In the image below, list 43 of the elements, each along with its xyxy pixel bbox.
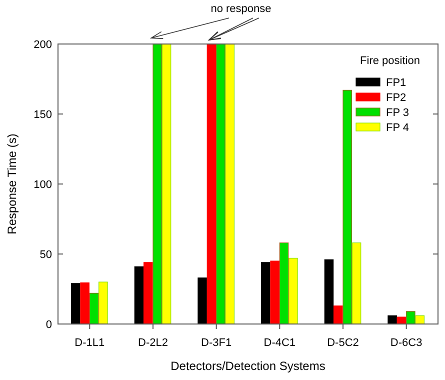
bar	[415, 315, 424, 324]
bar	[162, 44, 172, 324]
bar	[270, 260, 280, 324]
x-tick-label: D-3F1	[201, 337, 232, 349]
legend-label: FP1	[386, 76, 406, 89]
bar	[261, 262, 270, 324]
x-tick-label: D-5C2	[327, 337, 359, 349]
bar	[134, 266, 144, 324]
x-tick-label: D-4C1	[264, 337, 296, 349]
x-tick-label: D-1L1	[74, 337, 105, 349]
y-tick-label: 150	[34, 108, 52, 121]
bar	[144, 262, 153, 324]
text: no response	[210, 3, 272, 15]
bar	[334, 306, 343, 324]
bar	[388, 315, 397, 324]
bar	[71, 283, 80, 324]
x-tick-label: D-2L2	[138, 337, 168, 349]
y-tick-label: 100	[34, 178, 52, 191]
bar	[98, 282, 108, 324]
bar	[216, 44, 226, 324]
legend-title: Fire position	[360, 55, 420, 67]
legend-label: FP 3	[386, 106, 410, 119]
bar	[406, 311, 416, 324]
y-tick-label: 200	[34, 38, 52, 51]
bar	[279, 242, 289, 324]
bar	[152, 44, 162, 324]
bar	[89, 292, 99, 324]
y-tick-label: 50	[40, 248, 52, 261]
bar	[288, 258, 298, 324]
y-axis-title: Response Time (s)	[5, 134, 19, 234]
bar	[352, 242, 362, 324]
y-tick-label: 0	[46, 318, 52, 331]
bar	[80, 282, 90, 324]
bar	[225, 44, 234, 324]
bar	[198, 278, 207, 324]
x-tick-label: D-6C3	[390, 337, 422, 349]
bar	[396, 316, 406, 324]
bar	[206, 44, 216, 324]
bar	[324, 259, 334, 324]
bar	[342, 90, 352, 324]
legend-label: FP 4	[386, 122, 410, 134]
legend-label: FP2	[386, 92, 406, 104]
x-axis-title: Detectors/Detection Systems	[170, 359, 326, 373]
